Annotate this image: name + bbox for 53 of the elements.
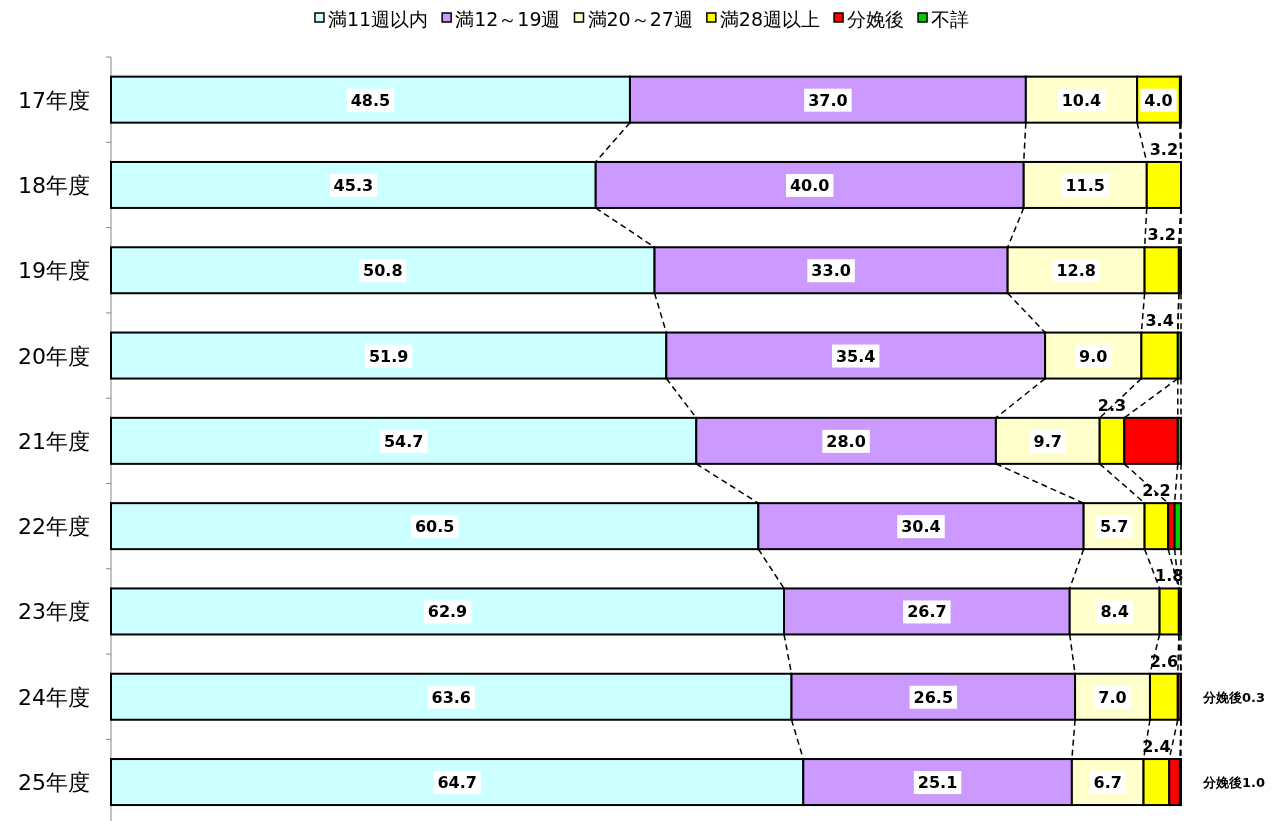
data-label: 8.4 <box>1100 602 1129 622</box>
data-label: 4.0 <box>1144 90 1173 110</box>
y-tick-label: 23年度 <box>18 599 90 625</box>
data-label: 2.3 <box>1097 395 1127 415</box>
data-label: 6.7 <box>1093 773 1122 793</box>
data-label: 25.1 <box>917 773 958 793</box>
y-tick-label: 25年度 <box>18 770 90 796</box>
legend-label: 満28週以上 <box>719 8 821 30</box>
data-label: 37.0 <box>808 90 848 110</box>
y-tick-label: 17年度 <box>18 87 90 113</box>
data-label: 3.2 <box>1149 139 1179 159</box>
legend-label: 満12～19週 <box>455 8 561 30</box>
y-tick-label: 20年度 <box>18 343 90 369</box>
data-label: 62.9 <box>427 602 468 622</box>
data-label: 2.2 <box>1142 481 1171 501</box>
data-label: 5.7 <box>1099 517 1129 537</box>
data-label: 28.0 <box>826 431 866 451</box>
data-label: 3.2 <box>1147 225 1176 245</box>
data-label: 33.0 <box>811 261 851 281</box>
data-label: 2.6 <box>1149 651 1179 671</box>
data-label: 2.4 <box>1142 737 1171 757</box>
data-label: 3.4 <box>1145 310 1174 330</box>
y-tick-label: 21年度 <box>18 428 90 454</box>
data-label: 35.4 <box>835 346 876 366</box>
data-label: 9.7 <box>1033 431 1062 451</box>
data-label: 60.5 <box>414 517 455 537</box>
y-tick-label: 22年度 <box>18 514 90 540</box>
legend-label: 満11週以内 <box>327 8 429 30</box>
data-label: 11.5 <box>1065 175 1105 195</box>
annotation: 分娩後0.3 <box>1202 689 1266 705</box>
data-label: 50.8 <box>363 261 403 281</box>
legend-label: 満20～27週 <box>587 8 693 30</box>
legend-label: 分娩後 <box>847 8 905 30</box>
data-label: 54.7 <box>383 431 424 451</box>
data-label: 64.7 <box>437 773 477 793</box>
data-label: 26.5 <box>913 687 954 707</box>
data-label: 40.0 <box>789 175 830 195</box>
data-label: 7.0 <box>1098 687 1127 707</box>
data-label: 12.8 <box>1056 261 1096 281</box>
y-tick-label: 18年度 <box>18 172 90 198</box>
data-label: 45.3 <box>333 175 374 195</box>
data-label: 63.6 <box>431 687 471 707</box>
annotation: 分娩後1.0 <box>1202 775 1266 791</box>
y-tick-label: 24年度 <box>18 684 90 710</box>
y-tick-label: 19年度 <box>18 258 90 284</box>
data-label: 51.9 <box>368 346 409 366</box>
data-label: 26.7 <box>907 602 947 622</box>
data-label: 1.8 <box>1155 566 1184 586</box>
legend-label: 不詳 <box>931 8 970 30</box>
data-label: 10.4 <box>1061 90 1102 110</box>
data-label: 48.5 <box>350 90 391 110</box>
data-label: 30.4 <box>901 517 941 537</box>
data-label: 9.0 <box>1079 346 1108 366</box>
